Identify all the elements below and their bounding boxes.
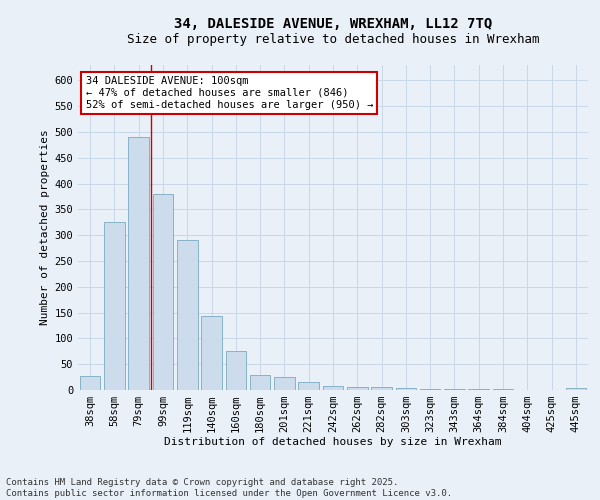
Bar [250, 374, 271, 390]
Bar [104, 222, 125, 390]
Text: 34 DALESIDE AVENUE: 100sqm
← 47% of detached houses are smaller (846)
52% of sem: 34 DALESIDE AVENUE: 100sqm ← 47% of deta… [86, 76, 373, 110]
Bar [201, 316, 222, 390]
Y-axis label: Number of detached properties: Number of detached properties [40, 130, 50, 326]
Bar [128, 137, 149, 390]
Bar [226, 352, 246, 390]
Text: Contains HM Land Registry data © Crown copyright and database right 2025.
Contai: Contains HM Land Registry data © Crown c… [6, 478, 452, 498]
Bar [323, 386, 343, 390]
Bar [80, 376, 100, 390]
Bar [420, 389, 440, 390]
Bar [566, 388, 586, 390]
Bar [177, 240, 197, 390]
Text: 34, DALESIDE AVENUE, WREXHAM, LL12 7TQ: 34, DALESIDE AVENUE, WREXHAM, LL12 7TQ [174, 18, 492, 32]
Bar [298, 382, 319, 390]
Bar [395, 388, 416, 390]
Bar [371, 388, 392, 390]
Bar [152, 194, 173, 390]
X-axis label: Distribution of detached houses by size in Wrexham: Distribution of detached houses by size … [164, 436, 502, 446]
Bar [274, 377, 295, 390]
Bar [347, 388, 368, 390]
Text: Size of property relative to detached houses in Wrexham: Size of property relative to detached ho… [127, 32, 539, 46]
